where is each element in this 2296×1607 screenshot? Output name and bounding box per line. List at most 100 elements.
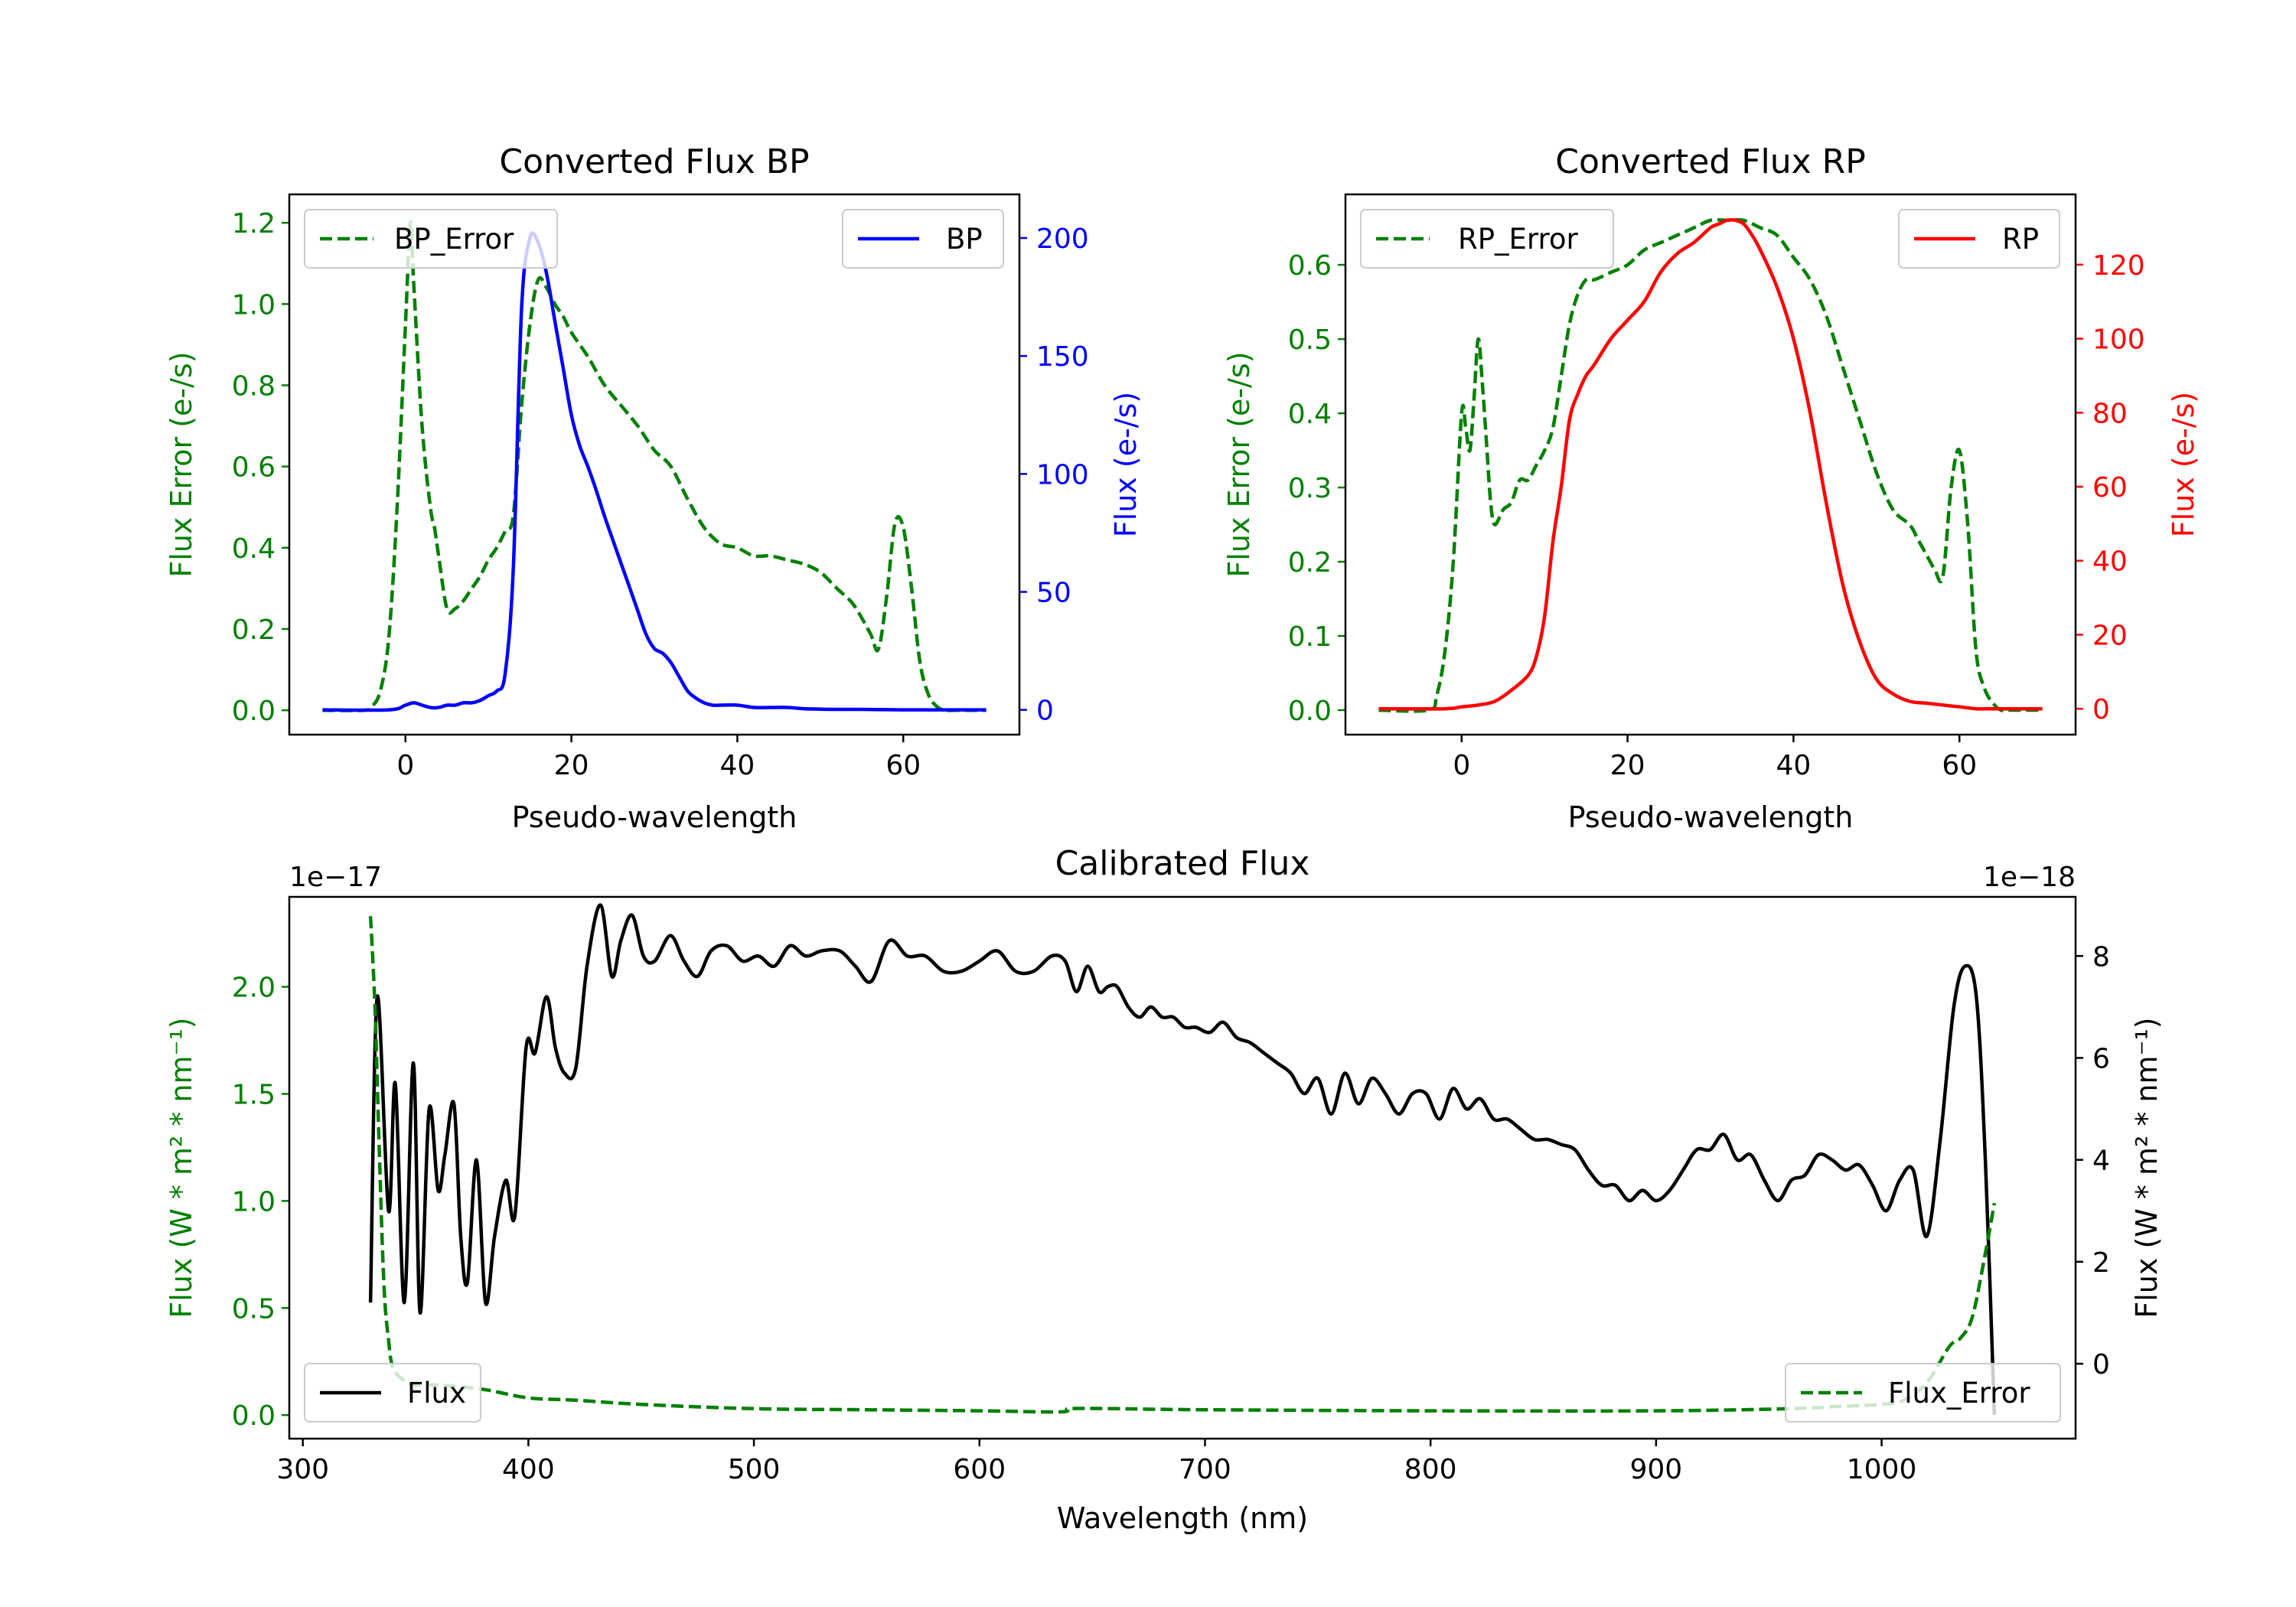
bp-right-ylabel: Flux (e-/s) bbox=[1109, 392, 1143, 537]
left-tick-label: 0.2 bbox=[232, 614, 276, 646]
x-tick-label: 900 bbox=[1630, 1454, 1683, 1485]
left-tick-label: 0.5 bbox=[232, 1293, 276, 1325]
right-tick-label: 150 bbox=[1036, 341, 1089, 373]
rp-error-legend-box bbox=[1360, 209, 1614, 269]
bp-lines bbox=[322, 220, 987, 712]
x-tick-label: 800 bbox=[1404, 1454, 1457, 1485]
x-tick-label: 600 bbox=[953, 1454, 1006, 1485]
calibrated-left-ticks: 0.0 0.5 1.0 1.5 2.0 bbox=[232, 973, 289, 1432]
right-tick-label: 2 bbox=[2092, 1247, 2110, 1279]
flux-error-legend-box bbox=[1785, 1363, 2061, 1423]
bp-xlabel: Pseudo-wavelength bbox=[512, 800, 797, 834]
bp-legend-box bbox=[842, 209, 1004, 269]
x-tick-label: 20 bbox=[1610, 750, 1645, 781]
left-tick-label: 0.5 bbox=[1288, 324, 1332, 356]
right-tick-label: 80 bbox=[2092, 398, 2128, 429]
rp-left-ylabel: Flux Error (e-/s) bbox=[1222, 351, 1256, 577]
left-tick-label: 0.2 bbox=[1288, 547, 1332, 579]
left-tick-label: 2.0 bbox=[232, 973, 276, 1004]
series-flux bbox=[368, 903, 1997, 1415]
bp-right-ticks: 0 50 100 150 200 bbox=[1019, 223, 1089, 727]
flux-legend-box bbox=[304, 1363, 481, 1423]
x-tick-label: 0 bbox=[1453, 750, 1470, 781]
x-tick-label: 300 bbox=[276, 1454, 329, 1485]
rp-left-ticks: 0.0 0.1 0.2 0.3 0.4 0.5 0.6 bbox=[1288, 250, 1345, 727]
rp-panel: Converted Flux RP Pseudo-wavelength Flux… bbox=[1222, 142, 2200, 834]
right-tick-label: 8 bbox=[2092, 941, 2110, 973]
left-tick-label: 1.5 bbox=[232, 1079, 276, 1110]
left-tick-label: 1.0 bbox=[232, 1186, 276, 1217]
x-tick-label: 0 bbox=[396, 750, 414, 781]
rp-legend-label: RP bbox=[2002, 223, 2039, 256]
bp-error-legend-box bbox=[304, 209, 558, 269]
right-tick-label: 200 bbox=[1036, 223, 1089, 255]
left-tick-label: 0.4 bbox=[232, 533, 276, 565]
series-bp bbox=[322, 231, 987, 712]
calibrated-xlabel: Wavelength (nm) bbox=[1057, 1501, 1308, 1535]
left-tick-label: 0.0 bbox=[232, 1400, 276, 1432]
right-tick-label: 20 bbox=[2092, 620, 2128, 651]
right-tick-label: 0 bbox=[2092, 1349, 2110, 1380]
bp-legend-label: BP bbox=[946, 223, 983, 256]
left-tick-label: 1.2 bbox=[232, 208, 276, 240]
x-tick-label: 500 bbox=[728, 1454, 781, 1485]
right-tick-label: 50 bbox=[1036, 577, 1071, 608]
bp-left-ticks: 0.0 0.2 0.4 0.6 0.8 1.0 1.2 bbox=[232, 208, 289, 727]
rp-legend-box bbox=[1898, 209, 2060, 269]
left-tick-label: 0.0 bbox=[232, 696, 276, 727]
bp-legend: BP bbox=[842, 209, 1004, 269]
flux-error-legend: Flux_Error bbox=[1785, 1363, 2061, 1423]
x-tick-label: 1000 bbox=[1847, 1454, 1917, 1485]
rp-right-ylabel: Flux (e-/s) bbox=[2167, 392, 2200, 537]
left-tick-label: 0.6 bbox=[232, 452, 276, 484]
series-bp-error bbox=[322, 220, 987, 712]
x-tick-label: 400 bbox=[502, 1454, 555, 1485]
left-tick-label: 0.0 bbox=[1288, 696, 1332, 727]
calibrated-left-offset: 1e−17 bbox=[289, 862, 382, 893]
rp-right-ticks: 0 20 40 60 80 100 120 bbox=[2076, 250, 2145, 725]
calibrated-title: Calibrated Flux bbox=[1055, 844, 1310, 883]
rp-axes-frame bbox=[1344, 193, 2077, 736]
right-tick-label: 100 bbox=[2092, 324, 2145, 356]
left-tick-label: 0.8 bbox=[232, 370, 276, 402]
rp-legend: RP bbox=[1898, 209, 2060, 269]
left-tick-label: 0.3 bbox=[1288, 473, 1332, 504]
right-tick-label: 120 bbox=[2092, 250, 2145, 282]
left-tick-label: 0.1 bbox=[1288, 621, 1332, 653]
right-tick-label: 4 bbox=[2092, 1146, 2110, 1177]
rp-lines bbox=[1378, 217, 2043, 713]
right-tick-label: 0 bbox=[1036, 696, 1054, 727]
flux-legend: Flux bbox=[304, 1363, 481, 1423]
x-tick-label: 20 bbox=[554, 750, 589, 781]
calibrated-panel: Calibrated Flux Wavelength (nm) Flux (W … bbox=[165, 844, 2164, 1535]
bp-error-legend-label: BP_Error bbox=[394, 223, 514, 256]
right-tick-label: 40 bbox=[2092, 546, 2128, 578]
calibrated-axes-frame bbox=[288, 895, 2077, 1440]
bp-x-ticks: 0 20 40 60 bbox=[396, 735, 921, 781]
x-tick-label: 40 bbox=[1776, 750, 1812, 781]
right-tick-label: 100 bbox=[1036, 459, 1089, 491]
flux-legend-label: Flux bbox=[407, 1377, 466, 1410]
x-tick-label: 60 bbox=[885, 750, 921, 781]
series-rp-error bbox=[1378, 217, 2043, 713]
left-tick-label: 0.6 bbox=[1288, 250, 1332, 282]
bp-axes-frame bbox=[288, 193, 1021, 736]
bp-title: Converted Flux BP bbox=[499, 142, 809, 181]
calibrated-left-ylabel: Flux (W * m² * nm⁻¹) bbox=[165, 1017, 198, 1318]
right-tick-label: 60 bbox=[2092, 472, 2128, 504]
rp-xlabel: Pseudo-wavelength bbox=[1568, 800, 1854, 834]
x-tick-label: 60 bbox=[1942, 750, 1977, 781]
left-tick-label: 1.0 bbox=[232, 289, 276, 321]
bp-panel: Converted Flux BP Pseudo-wavelength Flux… bbox=[165, 142, 1143, 834]
bp-error-legend: BP_Error bbox=[304, 209, 558, 269]
rp-title: Converted Flux RP bbox=[1555, 142, 1866, 181]
calibrated-right-ticks: 0 2 4 6 8 bbox=[2076, 941, 2110, 1380]
rp-x-ticks: 0 20 40 60 bbox=[1453, 735, 1977, 781]
x-tick-label: 700 bbox=[1179, 1454, 1231, 1485]
flux-error-legend-label: Flux_Error bbox=[1888, 1377, 2030, 1410]
x-tick-label: 40 bbox=[720, 750, 755, 781]
right-tick-label: 6 bbox=[2092, 1043, 2110, 1074]
bp-left-ylabel: Flux Error (e-/s) bbox=[165, 351, 198, 577]
calibrated-right-ylabel: Flux (W * m² * nm⁻¹) bbox=[2130, 1017, 2164, 1318]
